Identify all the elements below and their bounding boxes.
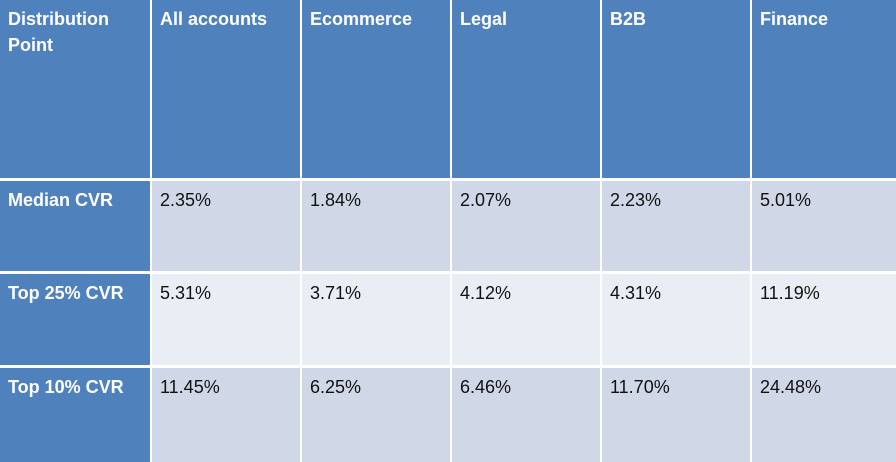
cell-top10-finance: 24.48%: [752, 368, 896, 462]
header-b2b: B2B: [602, 0, 750, 178]
row-label-top-25-cvr: Top 25% CVR: [0, 274, 150, 365]
cell-top25-legal: 4.12%: [452, 274, 600, 365]
row-label-median-cvr: Median CVR: [0, 181, 150, 271]
header-legal: Legal: [452, 0, 600, 178]
cell-top10-b2b: 11.70%: [602, 368, 750, 462]
cell-top25-finance: 11.19%: [752, 274, 896, 365]
header-ecommerce: Ecommerce: [302, 0, 450, 178]
cell-median-all-accounts: 2.35%: [152, 181, 300, 271]
cell-top25-b2b: 4.31%: [602, 274, 750, 365]
cell-top10-all-accounts: 11.45%: [152, 368, 300, 462]
cell-median-finance: 5.01%: [752, 181, 896, 271]
row-label-top-10-cvr: Top 10% CVR: [0, 368, 150, 462]
cell-median-legal: 2.07%: [452, 181, 600, 271]
header-distribution-point: Distribution Point: [0, 0, 150, 178]
header-finance: Finance: [752, 0, 896, 178]
cell-top25-ecommerce: 3.71%: [302, 274, 450, 365]
cell-top10-ecommerce: 6.25%: [302, 368, 450, 462]
header-all-accounts: All accounts: [152, 0, 300, 178]
cell-median-b2b: 2.23%: [602, 181, 750, 271]
cell-top25-all-accounts: 5.31%: [152, 274, 300, 365]
cell-median-ecommerce: 1.84%: [302, 181, 450, 271]
cell-top10-legal: 6.46%: [452, 368, 600, 462]
